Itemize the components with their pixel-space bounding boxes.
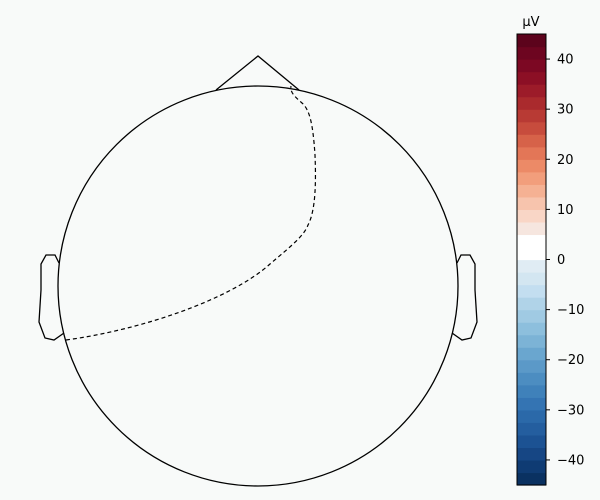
colorbar-band (517, 134, 546, 148)
colorbar-band (517, 209, 546, 223)
colorbar-tick-label: −40 (557, 453, 584, 468)
left-ear-outline (38, 254, 65, 341)
colorbar-ticks: −40 −30 −20 −10 0 10 20 30 40 (546, 53, 584, 468)
colorbar-band (517, 409, 546, 423)
colorbar-band (517, 96, 546, 110)
colorbar-band (517, 459, 546, 474)
colorbar-tick-label: −10 (557, 303, 584, 318)
colorbar-band (517, 59, 546, 73)
colorbar-band (517, 422, 546, 436)
colorbar-band (517, 397, 546, 411)
colorbar-band (517, 447, 546, 461)
colorbar-unit-label: µV (522, 15, 539, 30)
colorbar-tick-label: 0 (557, 253, 565, 268)
colorbar-band (517, 34, 546, 48)
colorbar-band (517, 309, 546, 323)
colorbar-band (517, 71, 546, 85)
colorbar-band (517, 234, 546, 248)
nose-outline (215, 55, 300, 91)
right-ear-outline (451, 254, 478, 341)
colorbar-band (517, 297, 546, 311)
colorbar-tick-label: 40 (557, 53, 574, 68)
colorbar-band (517, 334, 546, 348)
colorbar-band (517, 184, 546, 198)
colorbar: −40 −30 −20 −10 0 10 20 30 40 µV (516, 15, 584, 486)
colorbar-band (517, 259, 546, 273)
colorbar-bands (517, 34, 546, 486)
colorbar-tick-label: −30 (557, 403, 584, 418)
colorbar-band (517, 46, 546, 60)
colorbar-tick-label: 10 (557, 203, 574, 218)
colorbar-band (517, 196, 546, 210)
colorbar-band (517, 472, 546, 486)
colorbar-tick-label: 30 (557, 103, 574, 118)
colorbar-band (517, 434, 546, 449)
colorbar-tick-label: −20 (557, 353, 584, 368)
colorbar-band (517, 359, 546, 373)
zero-contour-line (65, 85, 317, 341)
colorbar-band (517, 146, 546, 160)
head-topomap (38, 55, 478, 487)
colorbar-band (517, 171, 546, 185)
colorbar-band (517, 84, 546, 98)
colorbar-band (517, 347, 546, 361)
colorbar-band (517, 221, 546, 236)
colorbar-tick-label: 20 (557, 153, 574, 168)
colorbar-band (517, 284, 546, 298)
colorbar-band (517, 109, 546, 123)
colorbar-band (517, 384, 546, 398)
head-outline (57, 85, 459, 487)
colorbar-band (517, 246, 546, 261)
colorbar-band (517, 272, 546, 286)
colorbar-band (517, 322, 546, 336)
colorbar-band (517, 121, 546, 135)
colorbar-band (517, 159, 546, 173)
colorbar-band (517, 372, 546, 386)
